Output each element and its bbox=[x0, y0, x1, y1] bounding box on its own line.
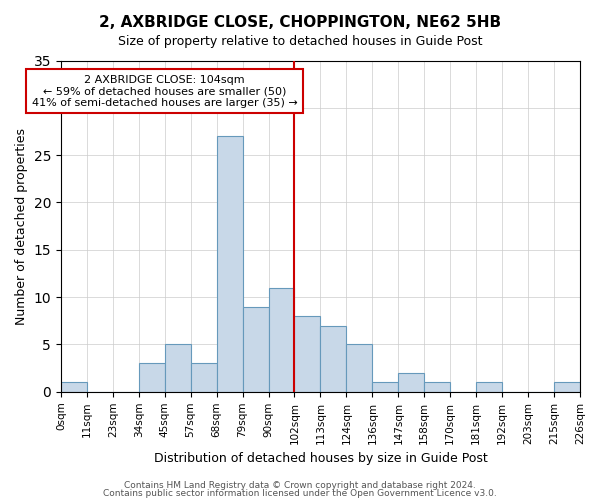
Bar bbox=[476, 382, 502, 392]
Bar bbox=[191, 364, 217, 392]
Bar bbox=[139, 364, 165, 392]
Bar bbox=[346, 344, 373, 392]
Y-axis label: Number of detached properties: Number of detached properties bbox=[15, 128, 28, 324]
Bar bbox=[217, 136, 242, 392]
Text: Contains public sector information licensed under the Open Government Licence v3: Contains public sector information licen… bbox=[103, 488, 497, 498]
X-axis label: Distribution of detached houses by size in Guide Post: Distribution of detached houses by size … bbox=[154, 452, 487, 465]
Bar bbox=[424, 382, 450, 392]
Text: Size of property relative to detached houses in Guide Post: Size of property relative to detached ho… bbox=[118, 35, 482, 48]
Bar bbox=[373, 382, 398, 392]
Bar bbox=[295, 316, 320, 392]
Bar bbox=[398, 373, 424, 392]
Bar bbox=[165, 344, 191, 392]
Text: 2, AXBRIDGE CLOSE, CHOPPINGTON, NE62 5HB: 2, AXBRIDGE CLOSE, CHOPPINGTON, NE62 5HB bbox=[99, 15, 501, 30]
Text: 2 AXBRIDGE CLOSE: 104sqm
← 59% of detached houses are smaller (50)
41% of semi-d: 2 AXBRIDGE CLOSE: 104sqm ← 59% of detach… bbox=[32, 74, 298, 108]
Bar bbox=[554, 382, 580, 392]
Bar bbox=[242, 306, 269, 392]
Bar bbox=[61, 382, 87, 392]
Bar bbox=[269, 288, 295, 392]
Bar bbox=[320, 326, 346, 392]
Text: Contains HM Land Registry data © Crown copyright and database right 2024.: Contains HM Land Registry data © Crown c… bbox=[124, 481, 476, 490]
